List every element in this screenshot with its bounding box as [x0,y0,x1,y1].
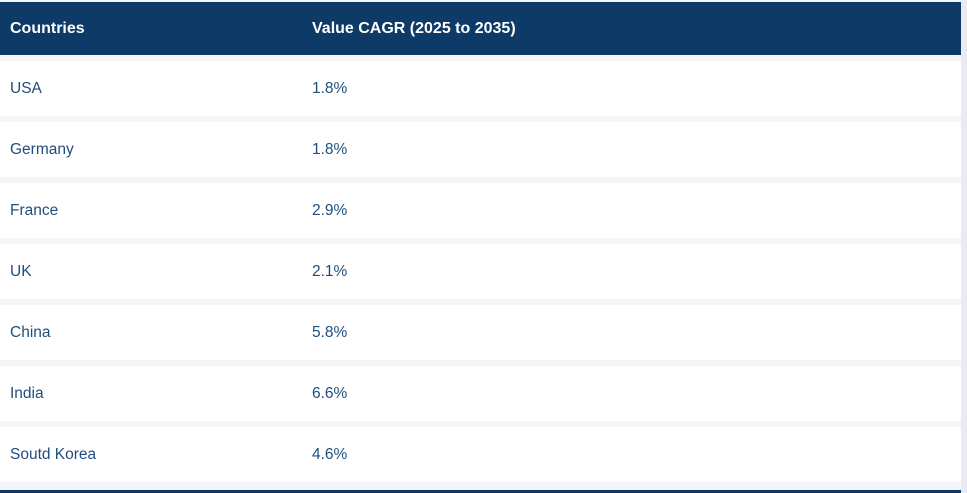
cagr-cell: 1.8% [312,140,348,158]
cagr-cell: 1.8% [312,79,348,97]
cagr-cell: 4.6% [312,445,348,463]
next-section-top-strip [0,490,961,493]
cagr-cell: 2.1% [312,262,348,280]
table-row: Germany 1.8% [0,122,961,177]
table-row: UK 2.1% [0,244,961,299]
country-cell: France [10,201,59,219]
country-cell: India [10,384,44,402]
cagr-cell: 5.8% [312,323,348,341]
country-cell: China [10,323,51,341]
table-row: France 2.9% [0,183,961,238]
country-cell: Germany [10,140,74,158]
table-row: India 6.6% [0,366,961,421]
column-header-countries: Countries [10,19,85,37]
table-row: USA 1.8% [0,61,961,116]
country-cell: USA [10,79,42,97]
country-cell: Soutd Korea [10,445,97,463]
cagr-cell: 2.9% [312,201,348,219]
country-cell: UK [10,262,32,280]
table-row: Soutd Korea 4.6% [0,427,961,482]
table-row: China 5.8% [0,305,961,360]
table-header-row: Countries Value CAGR (2025 to 2035) [0,2,961,55]
column-header-value-cagr: Value CAGR (2025 to 2035) [312,19,516,37]
cagr-cell: 6.6% [312,384,348,402]
